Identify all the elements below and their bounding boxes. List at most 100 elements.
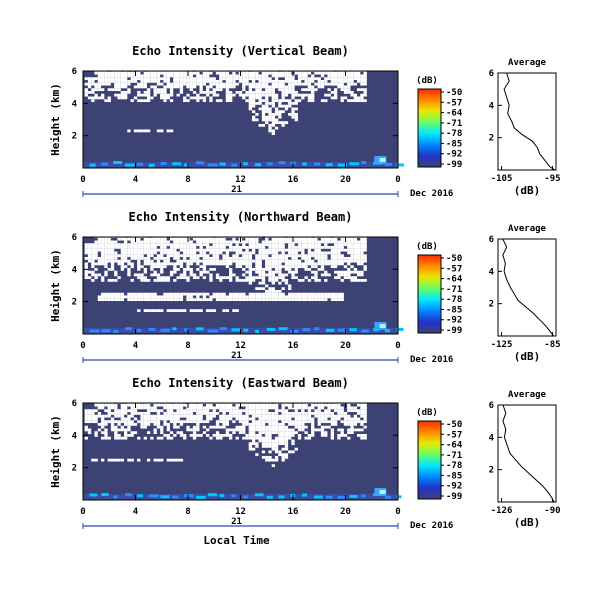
no-data-cell xyxy=(317,406,321,410)
no-data-cell xyxy=(189,267,193,271)
no-data-cell xyxy=(304,240,308,244)
no-data-cell xyxy=(245,254,249,258)
no-data-cell xyxy=(248,431,252,435)
no-data-cell xyxy=(130,433,134,437)
no-data-cell xyxy=(274,444,279,448)
no-data-cell xyxy=(133,77,138,81)
no-data-cell xyxy=(101,278,105,282)
no-data-cell xyxy=(150,295,154,299)
no-data-cell xyxy=(84,412,88,415)
no-data-cell xyxy=(156,80,161,83)
no-data-cell xyxy=(84,265,88,269)
no-data-cell xyxy=(153,458,157,462)
no-data-cell xyxy=(291,295,295,299)
no-data-cell xyxy=(156,420,161,424)
no-data-cell xyxy=(110,88,115,92)
no-data-cell xyxy=(206,71,210,75)
no-data-cell xyxy=(347,77,351,81)
no-data-cell xyxy=(307,69,312,72)
no-data-cell xyxy=(232,77,236,81)
no-data-cell xyxy=(219,295,223,299)
no-data-cell xyxy=(232,93,236,97)
no-data-cell xyxy=(327,74,331,78)
no-data-cell xyxy=(327,425,331,429)
no-data-cell xyxy=(150,417,154,421)
no-data-cell xyxy=(317,409,321,413)
no-data-cell xyxy=(206,93,210,97)
no-data-cell xyxy=(314,414,318,418)
no-data-cell xyxy=(268,248,272,252)
no-data-cell xyxy=(179,309,184,313)
no-data-cell xyxy=(104,270,108,274)
no-data-cell xyxy=(363,243,367,247)
no-data-cell xyxy=(186,409,190,413)
no-data-cell xyxy=(291,243,295,247)
no-data-cell xyxy=(104,248,108,252)
no-data-cell xyxy=(120,243,125,247)
no-data-cell xyxy=(245,276,249,280)
no-data-cell xyxy=(324,99,328,103)
no-data-cell xyxy=(166,276,170,280)
no-data-cell xyxy=(314,298,318,302)
no-data-cell xyxy=(199,235,203,238)
no-data-cell xyxy=(143,77,147,81)
profile-x-tick-label: -95 xyxy=(544,174,560,184)
no-data-cell xyxy=(248,425,252,429)
no-data-cell xyxy=(245,235,249,238)
no-data-cell xyxy=(307,417,312,421)
no-data-cell xyxy=(130,412,134,415)
no-data-cell xyxy=(291,431,295,435)
no-data-cell xyxy=(255,428,259,432)
no-data-cell xyxy=(169,251,174,255)
no-data-cell xyxy=(271,254,275,258)
no-data-cell xyxy=(176,458,180,462)
no-data-cell xyxy=(84,276,88,280)
no-data-cell xyxy=(120,71,125,75)
no-data-cell xyxy=(327,240,331,244)
no-data-cell xyxy=(130,99,134,103)
no-data-cell xyxy=(222,262,226,266)
no-data-cell xyxy=(274,110,279,114)
no-data-cell xyxy=(179,433,184,437)
no-data-cell xyxy=(261,414,266,418)
no-data-cell xyxy=(330,69,335,72)
no-data-cell xyxy=(189,433,193,437)
no-data-cell xyxy=(189,420,193,424)
no-data-cell xyxy=(251,77,256,81)
profile-y-tick-label: 2 xyxy=(489,300,494,310)
no-data-cell xyxy=(199,259,203,263)
no-data-cell xyxy=(311,85,315,89)
no-data-cell xyxy=(343,265,348,269)
no-data-cell xyxy=(284,409,289,413)
no-data-cell xyxy=(150,298,154,302)
no-data-cell xyxy=(347,85,351,89)
no-data-cell xyxy=(146,80,151,83)
no-data-cell xyxy=(176,77,180,81)
no-data-cell xyxy=(258,82,262,86)
no-data-cell xyxy=(281,439,285,443)
no-data-cell xyxy=(343,422,348,426)
no-data-cell xyxy=(238,251,243,255)
no-data-cell xyxy=(265,82,269,86)
no-data-cell xyxy=(225,433,230,437)
no-data-cell xyxy=(271,80,275,83)
no-data-cell xyxy=(301,88,305,92)
no-data-cell xyxy=(110,243,115,247)
no-data-cell xyxy=(265,292,269,296)
no-data-cell xyxy=(114,292,118,296)
no-data-cell xyxy=(146,237,151,241)
no-data-cell xyxy=(202,425,207,429)
no-data-cell xyxy=(166,69,170,72)
no-data-cell xyxy=(314,82,318,86)
no-data-cell xyxy=(327,292,331,296)
no-data-cell xyxy=(101,82,105,86)
x-tick-label: 0 xyxy=(395,175,400,185)
no-data-cell xyxy=(183,96,187,100)
no-data-cell xyxy=(156,276,161,280)
no-data-cell xyxy=(268,93,272,97)
no-data-cell xyxy=(140,292,144,296)
no-data-cell xyxy=(288,262,292,266)
no-data-cell xyxy=(202,82,207,86)
no-data-cell xyxy=(324,256,328,260)
low-echo-cell xyxy=(243,328,249,332)
